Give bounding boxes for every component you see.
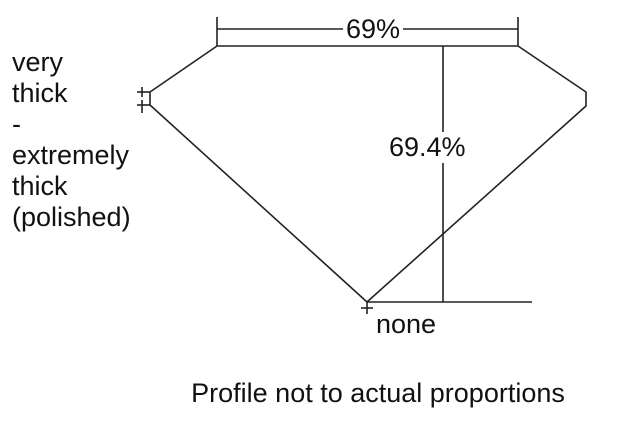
girdle-label-line: - (12, 109, 21, 139)
girdle-label-line: thick (12, 78, 68, 108)
girdle-label-line: very (12, 47, 64, 77)
girdle-thickness-label: very thick - extremely thick (polished) (12, 47, 131, 233)
depth-percent-label: 69.4% (389, 132, 466, 163)
girdle-label-line: thick (12, 171, 68, 201)
caption: Profile not to actual proportions (191, 378, 565, 408)
girdle-label-line: extremely (12, 140, 130, 170)
culet-label: none (376, 309, 437, 339)
gem-outline (149, 45, 587, 304)
girdle-label-line: (polished) (12, 202, 131, 232)
table-percent-label: 69% (343, 16, 404, 43)
